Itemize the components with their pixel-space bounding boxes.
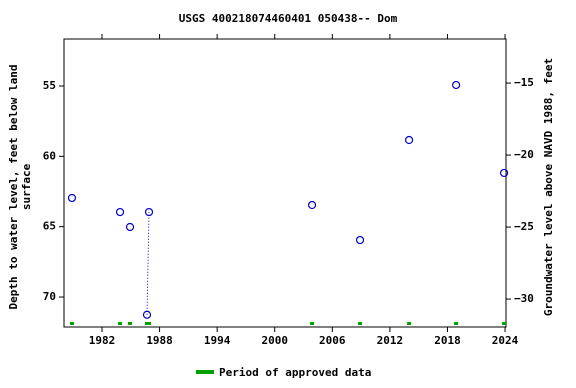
- y2-tick-label: −15: [514, 76, 534, 89]
- approved-marker: [407, 322, 412, 325]
- legend-label: Period of approved data: [219, 366, 371, 379]
- x-tick-label: 1982: [89, 334, 116, 347]
- approved-marker: [147, 322, 152, 325]
- approved-marker: [118, 322, 123, 325]
- approved-marker: [128, 322, 133, 325]
- x-tick-label: 2018: [434, 334, 461, 347]
- y2-tick-label: −20: [514, 148, 534, 161]
- approved-marker: [145, 322, 150, 325]
- point: [142, 310, 152, 319]
- y-axis-label: surface: [20, 163, 33, 210]
- point: [355, 235, 365, 245]
- y-axis-label: Depth to water level, feet below land: [7, 64, 20, 309]
- y2-tick-label: −25: [514, 220, 534, 233]
- approved-marker: [69, 322, 74, 325]
- point: [307, 200, 317, 210]
- approved-marker: [502, 322, 507, 325]
- plot-frame: [63, 38, 507, 328]
- approved-marker: [310, 322, 315, 325]
- x-tick-label: 2000: [261, 334, 288, 347]
- point: [499, 168, 509, 178]
- connector: [146, 212, 150, 315]
- point: [125, 222, 135, 232]
- approved-marker: [358, 322, 363, 325]
- point: [144, 207, 154, 217]
- y-tick-label: 60: [43, 149, 56, 162]
- point: [404, 135, 414, 145]
- x-tick-label: 2012: [377, 334, 404, 347]
- x-tick-label: 2006: [319, 334, 346, 347]
- approved-marker: [454, 322, 459, 325]
- chart-title: USGS 400218074460401 050438-- Dom: [179, 12, 398, 25]
- y-tick-label: 55: [43, 79, 56, 92]
- y2-tick-label: −30: [514, 292, 534, 305]
- point: [451, 80, 461, 90]
- y2-axis-label: Groundwater level above NAVD 1988, feet: [542, 58, 555, 316]
- y-tick-label: 70: [43, 290, 56, 303]
- y-tick-label: 65: [43, 220, 56, 233]
- x-tick-label: 1988: [146, 334, 173, 347]
- x-tick-label: 2024: [492, 334, 519, 347]
- point: [67, 193, 77, 203]
- point: [115, 207, 125, 217]
- x-tick-label: 1994: [204, 334, 231, 347]
